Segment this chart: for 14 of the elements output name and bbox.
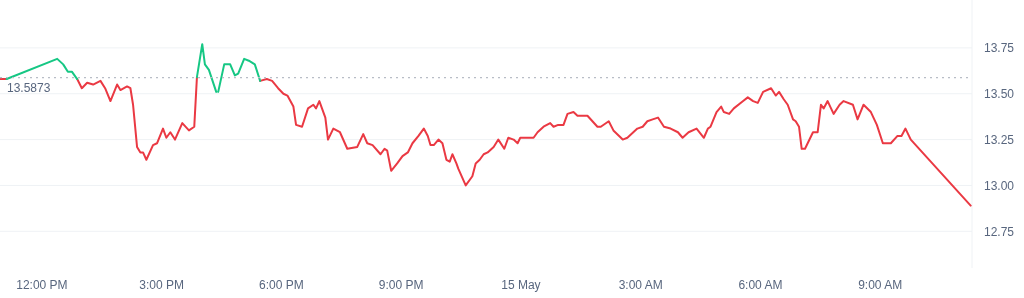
x-tick-label: 9:00 AM (858, 278, 903, 292)
y-tick-label: 13.50 (984, 86, 1015, 101)
x-tick-label: 6:00 AM (738, 278, 783, 292)
x-tick-label: 3:00 AM (618, 278, 663, 292)
x-tick-label: 12:00 PM (16, 278, 68, 292)
y-tick-label: 13.25 (984, 132, 1015, 147)
x-tick-label: 9:00 PM (378, 278, 424, 292)
y-tick-label: 13.75 (984, 41, 1015, 56)
y-tick-label: 13.00 (984, 178, 1015, 193)
ref-line-label: 13.5873 (7, 80, 51, 95)
x-tick-label: 6:00 PM (259, 278, 304, 292)
x-tick-label: 15 May (501, 278, 541, 292)
x-tick-label: 3:00 PM (139, 278, 185, 292)
y-tick-label: 12.75 (984, 224, 1015, 239)
